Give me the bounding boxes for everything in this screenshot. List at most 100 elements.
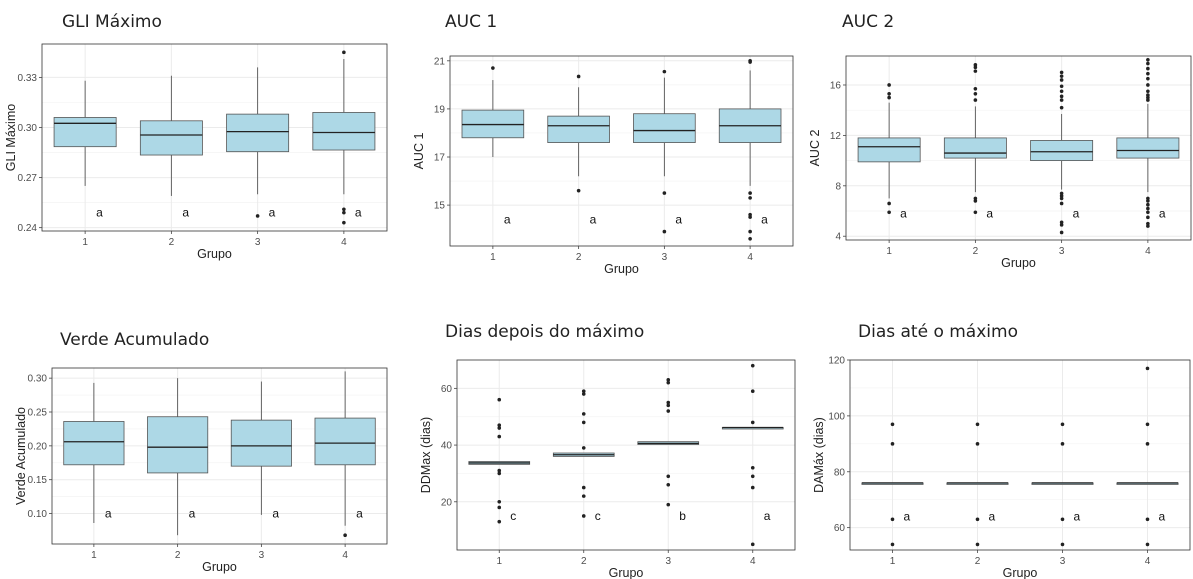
box-group-2: [139, 120, 203, 156]
x-tick-label: 1: [91, 550, 97, 561]
outlier-point: [973, 92, 978, 96]
group-letter: a: [1073, 207, 1080, 221]
outlier-point: [1059, 105, 1064, 110]
group-letter: a: [904, 509, 911, 523]
outlier-point: [887, 201, 891, 206]
outlier-point: [497, 434, 502, 439]
box-group-1: [63, 421, 125, 466]
box-group-1: [53, 117, 117, 148]
outlier-point: [750, 465, 755, 470]
outlier-point: [887, 95, 891, 100]
outlier-point: [975, 542, 980, 547]
outlier-point: [1060, 422, 1065, 427]
outlier-point: [497, 519, 502, 524]
outlier-point: [581, 389, 586, 393]
outlier-point: [342, 220, 346, 225]
group-letter: c: [595, 509, 601, 523]
outlier-point: [973, 69, 978, 73]
outlier-point: [1146, 93, 1150, 97]
y-tick-label: 12: [830, 131, 842, 142]
outlier-point: [748, 196, 752, 200]
group-letter: a: [189, 507, 196, 521]
outlier-point: [1059, 230, 1064, 235]
box-group-2: [547, 115, 610, 143]
y-tick-label: 100: [828, 411, 845, 422]
outlier-point: [581, 494, 586, 498]
group-letter: a: [96, 206, 103, 220]
x-tick-label: 3: [259, 550, 265, 561]
outlier-point: [973, 86, 978, 91]
outlier-point: [973, 199, 978, 203]
group-letter: c: [510, 509, 516, 523]
x-tick-label: 1: [490, 252, 496, 263]
outlier-point: [890, 542, 895, 547]
chart-title-auc-1: AUC 1: [445, 12, 498, 32]
outlier-point: [1146, 57, 1150, 62]
outlier-point: [1146, 61, 1150, 66]
box-group-4: [312, 112, 376, 151]
x-axis-title: Grupo: [197, 247, 232, 261]
y-tick-label: 60: [441, 384, 453, 395]
outlier-point: [1145, 542, 1150, 547]
x-tick-label: 4: [341, 237, 347, 248]
outlier-point: [1145, 422, 1150, 427]
outlier-point: [887, 92, 891, 96]
outlier-point: [1059, 98, 1064, 102]
outlier-point: [748, 236, 752, 241]
y-tick-label: 16: [830, 80, 842, 91]
y-tick-label: 19: [434, 104, 446, 115]
y-tick-label: 80: [834, 467, 846, 478]
group-letter: a: [1074, 509, 1081, 523]
outlier-point: [1146, 199, 1150, 203]
outlier-point: [662, 229, 667, 234]
group-letter: a: [504, 213, 511, 227]
outlier-point: [662, 191, 667, 195]
y-tick-label: 0.15: [28, 475, 48, 486]
outlier-point: [1059, 78, 1064, 82]
chart-title-auc-2: AUC 2: [842, 12, 895, 32]
plot-border: [41, 43, 388, 232]
y-tick-label: 20: [441, 497, 453, 508]
outlier-point: [342, 210, 346, 215]
y-tick-label: 0.30: [18, 123, 38, 134]
outlier-point: [1059, 223, 1064, 227]
x-axis-title: Grupo: [202, 560, 237, 574]
x-tick-label: 4: [1145, 556, 1151, 567]
outlier-point: [748, 229, 752, 234]
y-tick-label: 60: [834, 523, 846, 534]
group-letter: a: [182, 206, 189, 220]
outlier-point: [1059, 191, 1064, 196]
group-letter: a: [900, 207, 907, 221]
group-letter: b: [679, 509, 686, 523]
outlier-point: [1146, 206, 1150, 211]
outlier-point: [491, 66, 495, 70]
outlier-point: [497, 426, 502, 430]
outlier-point: [973, 98, 978, 102]
outlier-point: [497, 499, 502, 504]
outlier-point: [342, 50, 346, 55]
x-axis-title: Grupo: [609, 566, 644, 579]
outlier-point: [887, 83, 891, 87]
x-axis-title: Grupo: [1003, 566, 1038, 579]
group-letter: a: [105, 507, 112, 521]
outlier-point: [975, 442, 980, 446]
outlier-point: [975, 517, 980, 522]
box-group-3: [226, 113, 290, 153]
outlier-point: [576, 74, 581, 79]
group-letter: a: [355, 206, 362, 220]
outlier-point: [890, 517, 895, 522]
chart-verde-acumulado: 0.10 0.15 0.20 0.25 0.30 1 2 3 4 Grupo Verde Acumu…: [14, 367, 388, 574]
outlier-point: [581, 514, 586, 518]
box-group-2: [943, 137, 1007, 159]
outlier-point: [666, 378, 671, 382]
outlier-point: [666, 400, 671, 405]
outlier-point: [1059, 70, 1064, 75]
outlier-point: [662, 69, 667, 74]
outlier-point: [1146, 224, 1150, 228]
outlier-point: [581, 485, 586, 490]
outlier-point: [748, 215, 752, 219]
x-tick-label: 1: [886, 246, 892, 257]
outlier-point: [1146, 202, 1150, 207]
outlier-point: [1060, 542, 1065, 547]
